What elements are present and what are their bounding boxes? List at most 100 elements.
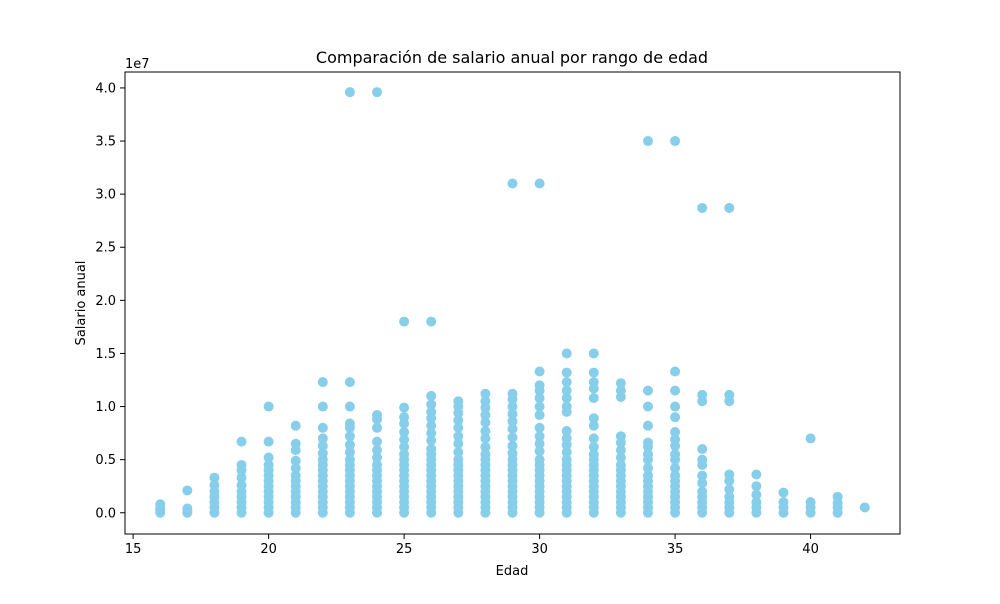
data-point xyxy=(507,401,518,412)
data-point xyxy=(399,316,410,327)
data-point xyxy=(670,136,681,147)
y-tick-label: 2.5 xyxy=(95,241,116,256)
points-layer xyxy=(155,87,870,518)
data-point xyxy=(588,393,599,404)
data-point xyxy=(859,502,870,513)
data-point xyxy=(642,463,653,474)
data-point xyxy=(697,389,708,400)
data-point xyxy=(426,420,437,431)
data-point xyxy=(534,178,545,189)
data-point xyxy=(534,366,545,377)
data-point xyxy=(344,431,355,442)
data-point xyxy=(534,380,545,391)
data-point xyxy=(155,499,166,510)
data-point xyxy=(399,434,410,445)
data-point xyxy=(642,437,653,448)
x-tick-label: 15 xyxy=(125,542,142,557)
data-point xyxy=(372,459,383,470)
data-point xyxy=(182,503,193,514)
data-point xyxy=(670,385,681,396)
data-point xyxy=(561,425,572,436)
data-point xyxy=(317,422,328,433)
data-point xyxy=(344,439,355,450)
data-point xyxy=(344,447,355,458)
y-axis-label: Salario anual xyxy=(74,261,89,346)
data-point xyxy=(615,431,626,442)
data-point xyxy=(561,433,572,444)
data-point xyxy=(344,454,355,465)
data-point xyxy=(588,377,599,388)
data-point xyxy=(290,470,301,481)
chart-title: Comparación de salario anual por rango d… xyxy=(316,48,708,67)
data-point xyxy=(236,436,247,447)
data-point xyxy=(697,202,708,213)
data-point xyxy=(534,401,545,412)
data-point xyxy=(832,491,843,502)
data-point xyxy=(453,438,464,449)
data-point xyxy=(751,469,762,480)
data-point xyxy=(344,401,355,412)
data-point xyxy=(670,412,681,423)
data-point xyxy=(507,440,518,451)
data-point xyxy=(534,446,545,457)
data-point xyxy=(697,454,708,465)
y-tick-label: 0.0 xyxy=(95,506,116,521)
data-point xyxy=(670,401,681,412)
axes-frame xyxy=(124,71,901,535)
data-point xyxy=(372,422,383,433)
data-point xyxy=(561,393,572,404)
data-point xyxy=(263,436,274,447)
data-point xyxy=(534,422,545,433)
data-point xyxy=(344,418,355,429)
data-point xyxy=(399,427,410,438)
data-point xyxy=(670,434,681,445)
data-point xyxy=(615,378,626,389)
data-point xyxy=(670,427,681,438)
data-point xyxy=(724,469,735,480)
data-point xyxy=(453,431,464,442)
data-point xyxy=(588,367,599,378)
data-point xyxy=(670,470,681,481)
data-point xyxy=(426,444,437,455)
x-tick-label: 40 xyxy=(802,542,819,557)
data-point xyxy=(372,445,383,456)
data-point xyxy=(344,87,355,98)
data-point xyxy=(426,435,437,446)
data-point xyxy=(642,401,653,412)
data-point xyxy=(615,452,626,463)
data-point xyxy=(480,449,491,460)
data-point xyxy=(588,413,599,424)
data-point xyxy=(751,497,762,508)
data-point xyxy=(453,454,464,465)
data-point xyxy=(372,87,383,98)
data-point xyxy=(561,348,572,359)
data-point xyxy=(670,449,681,460)
data-point xyxy=(480,417,491,428)
data-point xyxy=(480,388,491,399)
x-axis-label: Edad xyxy=(496,564,529,579)
data-point xyxy=(317,401,328,412)
data-point xyxy=(426,428,437,439)
data-point xyxy=(588,441,599,452)
data-point xyxy=(290,438,301,449)
x-tick-label: 25 xyxy=(396,542,413,557)
data-point xyxy=(344,377,355,388)
data-point xyxy=(588,348,599,359)
data-point xyxy=(561,377,572,388)
data-point xyxy=(426,316,437,327)
data-point xyxy=(534,454,545,465)
data-point xyxy=(670,366,681,377)
data-point xyxy=(426,406,437,417)
data-point xyxy=(480,396,491,407)
data-point xyxy=(642,420,653,431)
data-point xyxy=(534,393,545,404)
data-point xyxy=(453,447,464,458)
data-point xyxy=(399,402,410,413)
data-point xyxy=(480,410,491,421)
y-tick-label: 3.5 xyxy=(95,135,116,150)
data-point xyxy=(507,448,518,459)
data-point xyxy=(642,136,653,147)
data-point xyxy=(534,438,545,449)
data-point xyxy=(317,433,328,444)
